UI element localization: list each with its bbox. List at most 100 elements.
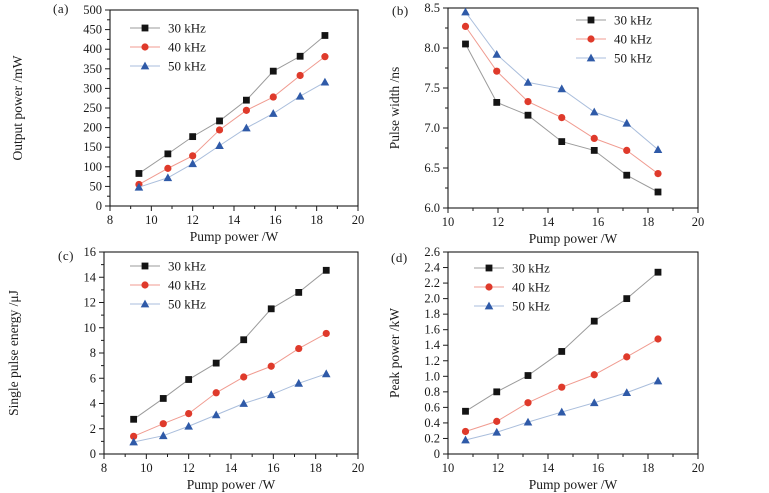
svg-text:18: 18 xyxy=(642,215,655,229)
series-triangle xyxy=(461,376,663,444)
svg-text:14: 14 xyxy=(542,215,555,229)
svg-text:12: 12 xyxy=(492,461,505,475)
series-square xyxy=(130,266,330,423)
svg-text:2.0: 2.0 xyxy=(424,292,440,306)
svg-text:0.2: 0.2 xyxy=(424,431,440,445)
chart-b-pulse-width-canvas: 10 12 14 16 18 20 6.0 6.5 7.0 7.5 8.0 8.5 Pump power… xyxy=(387,1,704,246)
x-axis-label: Pump power /W xyxy=(190,229,279,244)
svg-text:20: 20 xyxy=(692,461,705,475)
svg-text:50: 50 xyxy=(90,179,103,193)
svg-text:2: 2 xyxy=(90,422,96,436)
axes-frame: 8 10 12 14 16 18 20050100150200250300350400450… xyxy=(83,3,364,227)
legend-label: 40 kHz xyxy=(614,32,652,47)
y-axis-label: Output power /mW xyxy=(10,55,25,160)
svg-text:10: 10 xyxy=(84,321,97,335)
svg-text:8: 8 xyxy=(90,346,96,360)
legend-label: 30 kHz xyxy=(512,261,550,276)
svg-text:1.6: 1.6 xyxy=(424,323,440,337)
y-axis-label: Single pulse energy /μJ xyxy=(6,290,21,416)
svg-text:7.0: 7.0 xyxy=(424,121,440,135)
x-axis-label: Pump power /W xyxy=(529,477,618,492)
svg-text:20: 20 xyxy=(352,213,365,227)
legend-label: 40 kHz xyxy=(512,280,550,295)
svg-text:8.5: 8.5 xyxy=(424,1,440,15)
svg-text:7.5: 7.5 xyxy=(424,81,440,95)
svg-text:100: 100 xyxy=(83,160,102,174)
svg-text:0.6: 0.6 xyxy=(424,400,440,414)
svg-text:12: 12 xyxy=(492,215,505,229)
svg-text:1.8: 1.8 xyxy=(424,307,440,321)
svg-text:12: 12 xyxy=(84,296,97,310)
legend-label: 30 kHz xyxy=(614,13,652,28)
svg-text:300: 300 xyxy=(83,81,102,95)
svg-text:1.2: 1.2 xyxy=(424,354,440,368)
axes-frame: 10 12 14 16 18 20 0 0.20.4 0.60.8 1.01.2 1.41.6 1.8… xyxy=(424,246,704,475)
panel-label-a: (a) xyxy=(53,1,69,16)
svg-text:12: 12 xyxy=(182,461,195,475)
svg-text:10: 10 xyxy=(140,461,153,475)
svg-text:0: 0 xyxy=(96,199,102,213)
svg-text:14: 14 xyxy=(228,213,241,227)
svg-text:0.8: 0.8 xyxy=(424,385,440,399)
svg-text:14: 14 xyxy=(84,270,97,284)
svg-text:16: 16 xyxy=(267,461,280,475)
legend: 30 kHz 40 kHz 50 kHz xyxy=(130,21,206,74)
legend-label: 30 kHz xyxy=(168,21,206,36)
svg-text:12: 12 xyxy=(186,213,199,227)
subplot-c-single-pulse-energy: (c) 8 10 12 14 16 18 20 0 2 4 6 8 10 12 14 16 Pump power… xyxy=(0,246,384,493)
legend-label: 40 kHz xyxy=(168,40,206,55)
series-circle xyxy=(130,329,330,440)
subplot-d-peak-power: (d) 10 12 14 16 18 20 0 0.2 0.4 0.6 0.8 1.0 1.2 1.4 1.… xyxy=(385,246,769,493)
y-axis-label: Peak power /kW xyxy=(387,308,402,398)
svg-text:400: 400 xyxy=(83,42,102,56)
legend: 30 kHz 40 kHz 50 kHz xyxy=(576,13,652,66)
panel-label-b: (b) xyxy=(392,3,409,18)
svg-text:14: 14 xyxy=(542,461,555,475)
svg-text:6.5: 6.5 xyxy=(424,161,440,175)
svg-text:16: 16 xyxy=(592,215,605,229)
svg-text:0.4: 0.4 xyxy=(424,416,440,430)
legend-label: 40 kHz xyxy=(168,278,206,293)
svg-text:10: 10 xyxy=(442,461,455,475)
series-triangle xyxy=(129,369,331,446)
svg-text:18: 18 xyxy=(309,461,322,475)
svg-text:1.0: 1.0 xyxy=(424,369,440,383)
subplot-b-pulse-width: (b) 10 12 14 16 18 20 6.0 6.5 7.0 7.5 8.0 8.5 Pump p… xyxy=(385,0,769,246)
svg-text:350: 350 xyxy=(83,62,102,76)
svg-text:8: 8 xyxy=(101,461,107,475)
svg-text:1.4: 1.4 xyxy=(424,338,440,352)
svg-text:20: 20 xyxy=(352,461,365,475)
chart-c-single-pulse-energy-canvas: 8 10 12 14 16 18 20 0 2 4 6 8 10 12 14 16 Pump power /W S… xyxy=(6,246,365,492)
svg-text:14: 14 xyxy=(225,461,238,475)
series-circle xyxy=(135,53,329,189)
legend-label: 30 kHz xyxy=(168,259,206,274)
series-square xyxy=(462,268,662,415)
axes-frame: 10 12 14 16 18 20 6.0 6.5 7.0 7.5 8.0 8.5 xyxy=(424,1,704,229)
svg-text:250: 250 xyxy=(83,101,102,115)
legend-label: 50 kHz xyxy=(614,51,652,66)
panel-label-d: (d) xyxy=(391,250,408,265)
series-square xyxy=(135,32,329,177)
svg-text:500: 500 xyxy=(83,3,102,17)
svg-text:200: 200 xyxy=(83,121,102,135)
y-axis-label: Pulse width /ns xyxy=(387,67,402,150)
chart-a-output-power-canvas: 8 10 12 14 16 18 20050100150200250300350400450… xyxy=(10,3,364,244)
svg-text:2.2: 2.2 xyxy=(424,276,440,290)
series-square xyxy=(462,40,662,196)
subplot-a-output-power: (a) 8 10 12 14 16 18 20 0 50 100 150 200 250 300 350 40… xyxy=(0,0,384,246)
svg-text:450: 450 xyxy=(83,23,102,37)
svg-text:16: 16 xyxy=(84,246,97,259)
svg-text:10: 10 xyxy=(145,213,158,227)
svg-text:0: 0 xyxy=(434,447,440,461)
series-circle xyxy=(461,22,662,178)
svg-text:16: 16 xyxy=(269,213,282,227)
svg-text:0: 0 xyxy=(90,447,96,461)
x-axis-label: Pump power /W xyxy=(187,477,276,492)
x-axis-label: Pump power /W xyxy=(529,231,618,246)
svg-text:8.0: 8.0 xyxy=(424,41,440,55)
series-circle xyxy=(461,335,662,436)
svg-text:150: 150 xyxy=(83,140,102,154)
series-triangle xyxy=(134,77,330,191)
svg-text:18: 18 xyxy=(642,461,655,475)
